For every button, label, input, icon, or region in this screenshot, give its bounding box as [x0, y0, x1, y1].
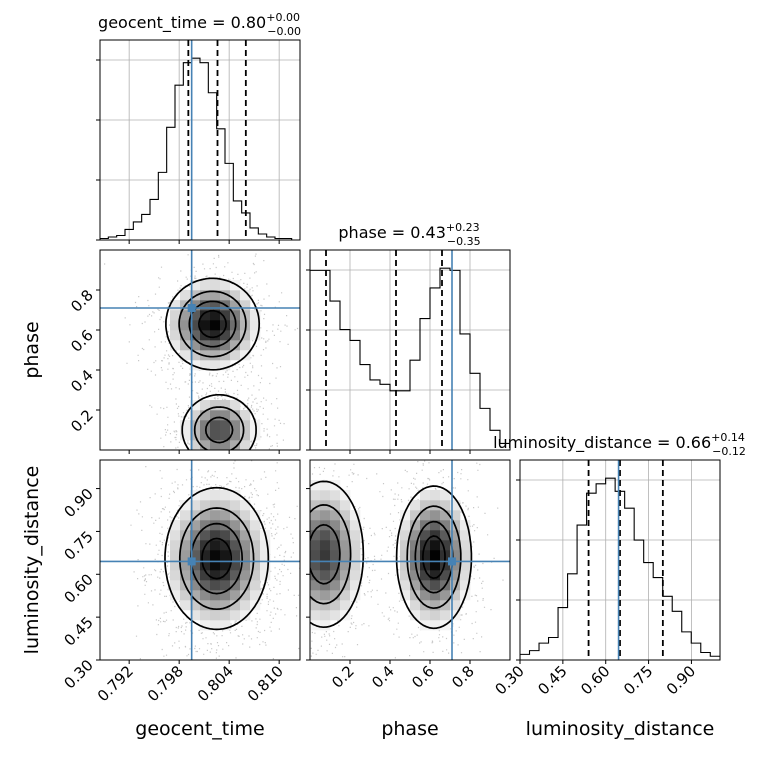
- y-tick-label: 0.90: [60, 485, 96, 521]
- x-tick-label: 0.75: [620, 662, 656, 698]
- grid: [310, 250, 510, 451]
- x-axis-label-geocent_time: geocent_time: [135, 718, 264, 740]
- axes-frame: [99, 459, 301, 661]
- title-minus-phase: −0.35: [447, 235, 481, 248]
- grid: [100, 40, 300, 241]
- sample-points: [104, 253, 299, 450]
- title-minus-geocent_time: −0.00: [267, 25, 301, 38]
- x-tick-label: 0.60: [577, 662, 613, 698]
- y-axis-label-phase: phase: [21, 321, 43, 378]
- contour-panel-geocent_time-luminosity_distance: [96, 459, 301, 664]
- y-tick-label: 0.2: [67, 406, 97, 436]
- histogram-phase: [310, 267, 510, 450]
- x-tick-label: 0.804: [194, 662, 237, 705]
- y-axis-label-luminosity_distance: luminosity_distance: [21, 466, 43, 655]
- x-tick-label: 0.45: [534, 662, 570, 698]
- axes-frame: [519, 459, 721, 661]
- contour-lines: [164, 486, 270, 631]
- hist-panel-phase: [306, 249, 511, 454]
- title-minus-luminosity_distance: −0.12: [712, 445, 746, 458]
- truth-marker: [448, 557, 456, 566]
- axes-frame: [309, 249, 511, 451]
- histogram-geocent_time: [100, 57, 300, 240]
- contour-panel-phase-luminosity_distance: [306, 459, 511, 664]
- contour-panel-geocent_time-phase: [96, 249, 301, 454]
- y-tick-label: 0.45: [60, 613, 96, 649]
- x-tick-label: 0.4: [368, 662, 398, 692]
- x-tick-label: 0.2: [328, 662, 358, 692]
- x-tick-label: 0.90: [663, 662, 699, 698]
- truth-marker: [187, 557, 196, 566]
- density-image: [170, 280, 261, 450]
- y-tick-label: 0.60: [60, 570, 96, 606]
- x-axis-label-phase: phase: [381, 718, 438, 740]
- y-tick-label: 0.30: [60, 656, 96, 692]
- title-geocent_time: geocent_time = 0.80+0.00: [98, 11, 300, 33]
- axes-frame: [99, 249, 301, 451]
- x-tick-label: 0.810: [244, 662, 287, 705]
- title-luminosity_distance: luminosity_distance = 0.66+0.14: [493, 431, 745, 453]
- axes-frame: [309, 459, 511, 661]
- y-tick-label: 0.75: [60, 528, 96, 564]
- x-tick-label: 0.6: [408, 662, 438, 692]
- y-tick-label: 0.6: [67, 326, 97, 356]
- x-tick-label: 0.30: [491, 662, 527, 698]
- density-image: [310, 480, 471, 631]
- x-axis-label-luminosity_distance: luminosity_distance: [526, 718, 715, 740]
- x-tick-label: 0.8: [448, 662, 478, 692]
- x-tick-label: 0.798: [144, 662, 187, 705]
- y-tick-label: 0.4: [67, 366, 97, 396]
- y-tick-label: 0.8: [67, 286, 97, 316]
- x-tick-label: 0.792: [94, 662, 137, 705]
- axes-frame: [99, 39, 301, 241]
- truth-marker: [187, 304, 196, 312]
- hist-panel-geocent_time: [96, 39, 301, 244]
- hist-panel-luminosity_distance: [516, 459, 721, 664]
- contour-lines: [310, 480, 473, 630]
- histogram-luminosity_distance: [520, 477, 720, 660]
- title-phase: phase = 0.43+0.23: [338, 221, 479, 242]
